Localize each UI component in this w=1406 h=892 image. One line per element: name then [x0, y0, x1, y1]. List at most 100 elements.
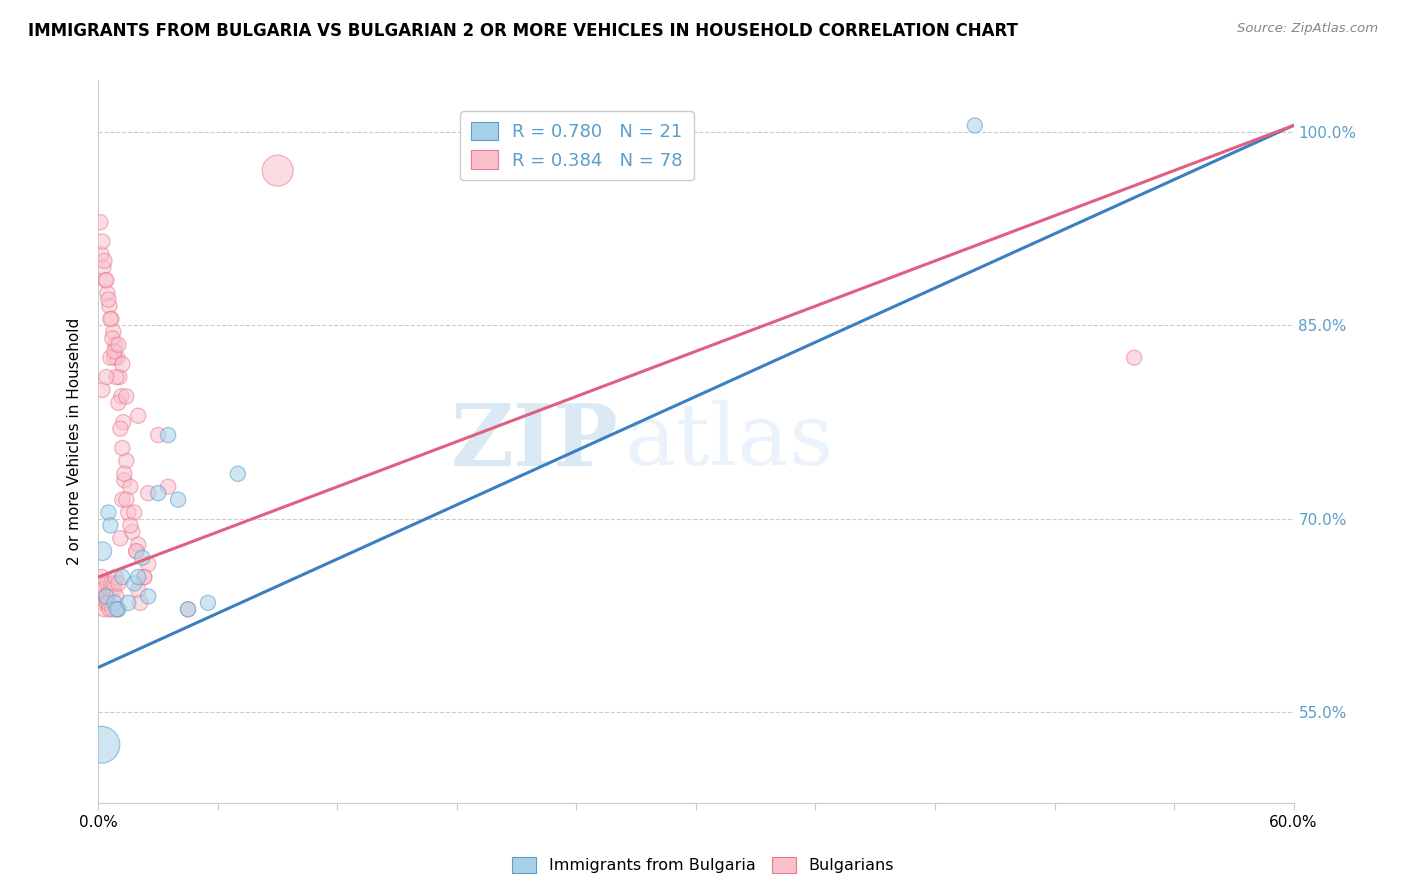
- Point: [115, 389, 138, 403]
- Point: [112, 467, 135, 481]
- Point: [94, 273, 117, 287]
- Point: [90, 247, 112, 261]
- Point: [98, 299, 121, 313]
- Point: [89, 590, 111, 604]
- Y-axis label: 2 or more Vehicles in Household: 2 or more Vehicles in Household: [67, 318, 83, 566]
- Point: [157, 428, 180, 442]
- Point: [98, 518, 122, 533]
- Text: atlas: atlas: [624, 400, 834, 483]
- Point: [127, 409, 149, 423]
- Point: [103, 596, 125, 610]
- Point: [101, 602, 124, 616]
- Point: [115, 454, 138, 468]
- Point: [103, 344, 125, 359]
- Point: [107, 396, 129, 410]
- Point: [93, 260, 115, 275]
- Point: [105, 590, 128, 604]
- Point: [124, 576, 146, 591]
- Point: [91, 544, 114, 558]
- Point: [110, 389, 132, 403]
- Point: [267, 163, 290, 178]
- Point: [100, 576, 122, 591]
- Point: [148, 486, 170, 500]
- Point: [112, 473, 135, 487]
- Point: [167, 492, 190, 507]
- Point: [134, 570, 156, 584]
- Point: [89, 215, 111, 229]
- Point: [105, 351, 128, 365]
- Point: [96, 576, 118, 591]
- Point: [96, 370, 118, 384]
- Point: [107, 602, 129, 616]
- Point: [107, 576, 129, 591]
- Legend: R = 0.780   N = 21, R = 0.384   N = 78: R = 0.780 N = 21, R = 0.384 N = 78: [460, 111, 693, 180]
- Point: [120, 480, 142, 494]
- Point: [103, 576, 125, 591]
- Text: ZIP: ZIP: [450, 400, 619, 483]
- Point: [110, 531, 132, 545]
- Point: [111, 570, 134, 584]
- Point: [131, 550, 153, 565]
- Point: [177, 602, 200, 616]
- Point: [127, 582, 149, 597]
- Point: [97, 293, 120, 307]
- Point: [117, 596, 139, 610]
- Point: [98, 312, 122, 326]
- Point: [90, 738, 112, 752]
- Point: [97, 596, 120, 610]
- Point: [103, 351, 125, 365]
- Point: [127, 570, 149, 584]
- Point: [129, 596, 152, 610]
- Point: [104, 338, 127, 352]
- Point: [157, 480, 180, 494]
- Point: [103, 325, 125, 339]
- Point: [94, 590, 117, 604]
- Point: [98, 582, 122, 597]
- Point: [125, 544, 148, 558]
- Point: [177, 602, 200, 616]
- Text: IMMIGRANTS FROM BULGARIA VS BULGARIAN 2 OR MORE VEHICLES IN HOUSEHOLD CORRELATIO: IMMIGRANTS FROM BULGARIA VS BULGARIAN 2 …: [28, 22, 1018, 40]
- Point: [105, 602, 128, 616]
- Point: [89, 576, 111, 591]
- Point: [108, 370, 131, 384]
- Point: [136, 486, 159, 500]
- Point: [111, 441, 134, 455]
- Point: [96, 590, 118, 604]
- Point: [103, 582, 125, 597]
- Point: [91, 235, 114, 249]
- Point: [96, 286, 118, 301]
- Point: [91, 383, 114, 397]
- Point: [100, 312, 122, 326]
- Point: [90, 570, 112, 584]
- Point: [112, 415, 135, 429]
- Point: [136, 557, 159, 571]
- Point: [98, 351, 122, 365]
- Point: [91, 582, 114, 597]
- Point: [93, 596, 115, 610]
- Point: [97, 506, 120, 520]
- Point: [127, 538, 149, 552]
- Point: [93, 253, 115, 268]
- Point: [107, 338, 129, 352]
- Point: [111, 357, 134, 371]
- Point: [124, 506, 146, 520]
- Point: [104, 570, 127, 584]
- Point: [93, 602, 115, 616]
- Point: [121, 524, 143, 539]
- Point: [115, 492, 138, 507]
- Point: [134, 570, 156, 584]
- Point: [226, 467, 249, 481]
- Legend: Immigrants from Bulgaria, Bulgarians: Immigrants from Bulgaria, Bulgarians: [506, 850, 900, 880]
- Point: [105, 602, 128, 616]
- Point: [98, 602, 121, 616]
- Point: [148, 428, 170, 442]
- Point: [963, 119, 986, 133]
- Point: [1123, 351, 1146, 365]
- Point: [120, 518, 142, 533]
- Point: [96, 273, 118, 287]
- Point: [125, 544, 148, 558]
- Point: [105, 370, 128, 384]
- Point: [110, 422, 132, 436]
- Point: [111, 492, 134, 507]
- Point: [197, 596, 219, 610]
